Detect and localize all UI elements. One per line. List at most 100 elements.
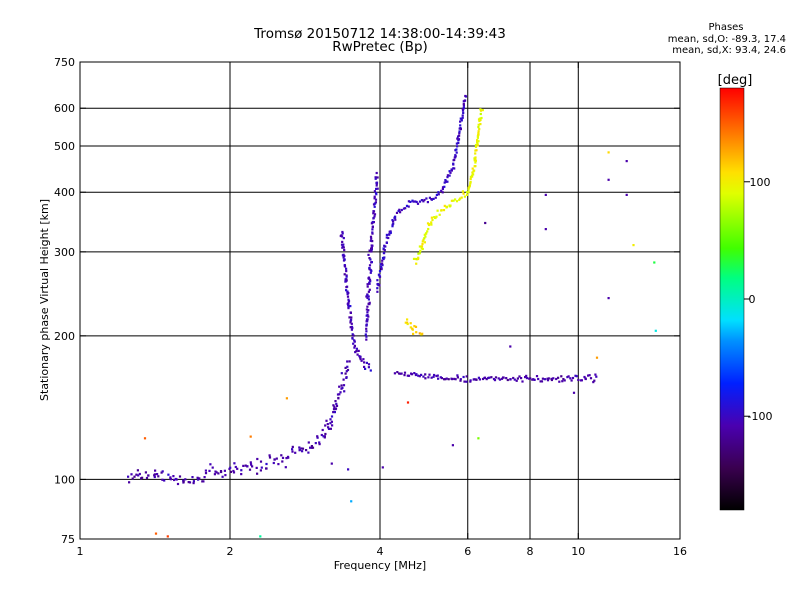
data-point [385,236,388,239]
chart-subtitle: RwPretec (Bp) [332,39,428,55]
data-point [476,144,479,147]
outlier-point [625,193,628,196]
data-point [133,475,136,478]
data-point [217,472,220,475]
data-point [414,200,417,203]
data-point [298,446,301,449]
data-point [500,377,504,380]
data-point [403,371,407,374]
data-point [524,376,527,379]
data-point [383,249,386,252]
data-point [141,476,144,479]
data-point [223,469,226,472]
data-point [347,307,350,310]
data-point [376,279,379,282]
data-point [370,269,373,272]
data-point [471,175,474,178]
data-point [498,378,502,381]
data-point [365,323,368,326]
data-point [197,478,200,481]
data-point [367,363,371,366]
data-point [399,211,402,214]
data-point [318,443,321,446]
data-point [454,154,457,157]
data-point [570,379,573,382]
data-point [411,327,414,330]
data-point [362,358,365,361]
data-point [300,447,303,450]
data-point [127,475,130,478]
data-point [128,481,131,484]
data-point [419,249,422,252]
x-tick-label: 10 [571,545,585,558]
data-point [472,173,475,176]
data-point [368,282,371,285]
data-point [346,365,349,368]
data-point [349,326,352,329]
data-point [356,353,359,356]
data-point [520,377,523,380]
data-point [182,480,185,483]
data-point [550,378,553,382]
data-point [369,271,372,274]
data-point [480,116,483,120]
data-point [346,368,350,372]
data-point [392,222,395,225]
data-point [469,181,472,184]
data-point [380,265,383,268]
data-point [558,380,561,383]
data-point [344,372,347,375]
data-point [370,250,373,253]
data-point [477,376,480,379]
data-point [583,375,586,379]
y-tick-label: 75 [61,533,75,546]
data-point [340,243,344,246]
data-point [474,161,477,164]
data-point [280,454,283,457]
data-point [412,200,415,203]
data-point [471,167,474,170]
data-point [381,256,385,260]
data-point [341,240,344,243]
outlier-point [625,160,628,163]
data-point [471,171,474,174]
colorbar-tick-label: 100 [750,176,771,189]
x-tick-label: 16 [673,545,687,558]
data-point [479,108,482,111]
data-point [475,378,478,381]
data-point [400,372,403,375]
data-point [430,221,433,224]
data-point [373,213,377,216]
data-point [412,257,416,260]
data-point [384,245,387,248]
data-point [307,451,310,454]
data-point [456,137,459,140]
data-point [256,457,259,461]
data-point [337,396,340,400]
data-point [377,282,380,286]
data-point [272,461,275,465]
data-point [455,151,458,154]
data-point [376,187,379,190]
data-point [502,376,505,379]
data-point [286,455,290,458]
data-point [367,277,370,280]
outlier-point [477,437,480,440]
data-point [563,379,566,382]
data-point [462,106,465,109]
data-point [249,461,252,464]
data-point [546,377,549,380]
data-point [463,380,466,383]
data-point [191,476,194,479]
data-point [443,185,446,188]
data-point [455,142,458,145]
data-point [342,384,346,387]
data-point [469,379,472,382]
data-point [340,372,343,375]
data-point [474,156,477,159]
data-point [382,247,385,250]
data-point [373,197,376,200]
data-point [509,378,512,381]
data-point [420,245,424,248]
